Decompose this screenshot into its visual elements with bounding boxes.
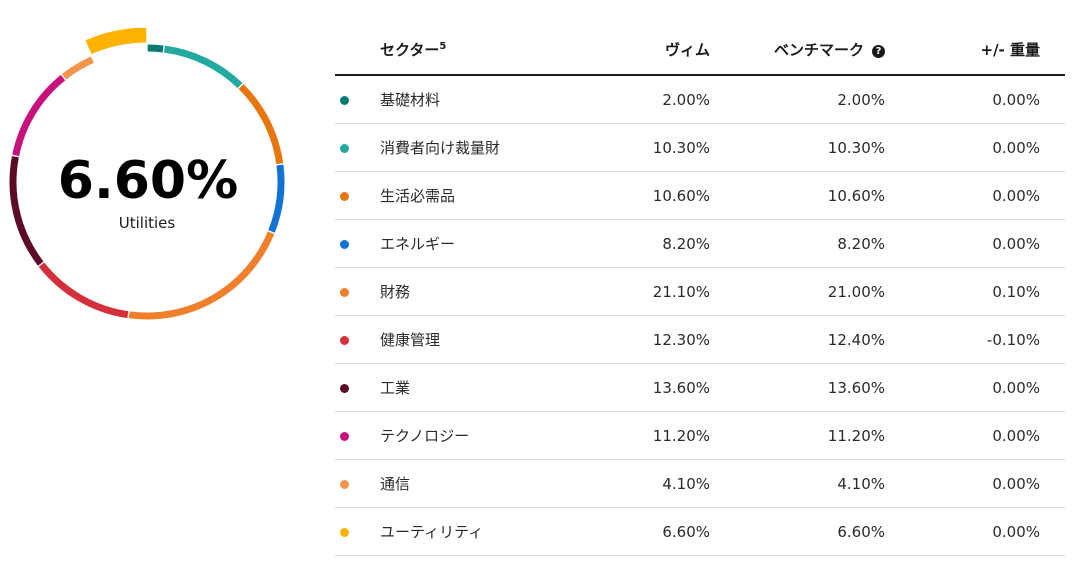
- row-diff: 0.00%: [885, 171, 1065, 220]
- row-benchmark: 2.00%: [710, 75, 885, 124]
- row-dot-cell: [335, 459, 363, 508]
- header-dot-col: [335, 24, 363, 76]
- table-row: ユーティリティ 6.60% 6.60% 0.00%: [335, 507, 1065, 556]
- sector-table: セクター5 ヴィム ベンチマーク? +/- 重量 基礎材料 2.00% 2.00% 0…: [335, 24, 1065, 556]
- row-sector: 消費者向け裁量財: [363, 123, 620, 172]
- table-row: 基礎材料 2.00% 2.00% 0.00%: [335, 75, 1065, 124]
- row-fund: 6.60%: [620, 507, 710, 556]
- table-header-row: セクター5 ヴィム ベンチマーク? +/- 重量: [335, 24, 1065, 76]
- legend-dot-icon: [340, 527, 349, 537]
- row-fund: 12.30%: [620, 315, 710, 364]
- legend-dot-icon: [340, 383, 349, 393]
- row-sector: 工業: [363, 363, 620, 412]
- row-diff: 0.10%: [885, 267, 1065, 316]
- header-diff: +/- 重量: [885, 24, 1065, 76]
- row-fund: 10.60%: [620, 171, 710, 220]
- header-fund: ヴィム: [620, 24, 710, 76]
- legend-dot-icon: [340, 287, 349, 297]
- table-row: 通信 4.10% 4.10% 0.00%: [335, 459, 1065, 508]
- row-sector: テクノロジー: [363, 411, 620, 460]
- row-fund: 13.60%: [620, 363, 710, 412]
- donut-slice-8[interactable]: [12, 74, 66, 157]
- row-fund: 10.30%: [620, 123, 710, 172]
- row-diff: 0.00%: [885, 459, 1065, 508]
- row-sector: 通信: [363, 459, 620, 508]
- row-dot-cell: [335, 171, 363, 220]
- row-diff: 0.00%: [885, 75, 1065, 124]
- donut-slice-4[interactable]: [268, 164, 285, 233]
- legend-dot-icon: [340, 191, 349, 201]
- row-benchmark: 8.20%: [710, 219, 885, 268]
- row-dot-cell: [335, 75, 363, 124]
- table-row: 消費者向け裁量財 10.30% 10.30% 0.00%: [335, 123, 1065, 172]
- row-sector: 健康管理: [363, 315, 620, 364]
- row-benchmark: 6.60%: [710, 507, 885, 556]
- donut-slice-1[interactable]: [147, 44, 164, 53]
- donut-slice-10[interactable]: [85, 28, 147, 55]
- row-fund: 8.20%: [620, 219, 710, 268]
- legend-dot-icon: [340, 479, 349, 489]
- row-benchmark: 12.40%: [710, 315, 885, 364]
- legend-dot-icon: [340, 431, 349, 441]
- row-fund: 11.20%: [620, 411, 710, 460]
- table-row: エネルギー 8.20% 8.20% 0.00%: [335, 219, 1065, 268]
- donut-slice-9[interactable]: [61, 56, 94, 80]
- donut-center-value: 6.60%: [58, 151, 238, 211]
- table-row: テクノロジー 11.20% 11.20% 0.00%: [335, 411, 1065, 460]
- row-diff: 0.00%: [885, 363, 1065, 412]
- row-benchmark: 13.60%: [710, 363, 885, 412]
- donut-slice-5[interactable]: [128, 231, 275, 320]
- header-sector: セクター5: [363, 24, 620, 76]
- row-benchmark: 10.60%: [710, 171, 885, 220]
- row-dot-cell: [335, 267, 363, 316]
- row-dot-cell: [335, 411, 363, 460]
- row-sector: ユーティリティ: [363, 507, 620, 556]
- row-benchmark: 10.30%: [710, 123, 885, 172]
- row-benchmark: 11.20%: [710, 411, 885, 460]
- row-dot-cell: [335, 315, 363, 364]
- row-dot-cell: [335, 123, 363, 172]
- row-diff: -0.10%: [885, 315, 1065, 364]
- row-diff: 0.00%: [885, 411, 1065, 460]
- header-sector-footnote: 5: [439, 40, 447, 52]
- row-dot-cell: [335, 219, 363, 268]
- donut-slice-2[interactable]: [163, 45, 243, 89]
- table-row: 健康管理 12.30% 12.40% -0.10%: [335, 315, 1065, 364]
- table-row: 工業 13.60% 13.60% 0.00%: [335, 363, 1065, 412]
- legend-dot-icon: [340, 335, 349, 345]
- legend-dot-icon: [340, 239, 349, 249]
- table-row: 財務 21.10% 21.00% 0.10%: [335, 267, 1065, 316]
- donut-slice-7[interactable]: [9, 156, 44, 266]
- row-sector: 生活必需品: [363, 171, 620, 220]
- legend-dot-icon: [340, 143, 349, 153]
- row-diff: 0.00%: [885, 219, 1065, 268]
- row-benchmark: 4.10%: [710, 459, 885, 508]
- donut-slice-6[interactable]: [38, 262, 129, 319]
- row-sector: 基礎材料: [363, 75, 620, 124]
- legend-dot-icon: [340, 95, 349, 105]
- row-sector: 財務: [363, 267, 620, 316]
- header-benchmark: ベンチマーク?: [710, 24, 885, 76]
- donut-slices: [9, 28, 285, 320]
- sector-donut-chart: 6.60% Utilities: [9, 28, 285, 320]
- row-dot-cell: [335, 507, 363, 556]
- row-fund: 21.10%: [620, 267, 710, 316]
- row-benchmark: 21.00%: [710, 267, 885, 316]
- row-fund: 4.10%: [620, 459, 710, 508]
- help-icon[interactable]: ?: [872, 44, 885, 58]
- row-diff: 0.00%: [885, 123, 1065, 172]
- row-diff: 0.00%: [885, 507, 1065, 556]
- row-dot-cell: [335, 363, 363, 412]
- table-row: 生活必需品 10.60% 10.60% 0.00%: [335, 171, 1065, 220]
- row-fund: 2.00%: [620, 75, 710, 124]
- donut-slice-3[interactable]: [238, 84, 284, 165]
- row-sector: エネルギー: [363, 219, 620, 268]
- donut-center-label: Utilities: [119, 214, 176, 232]
